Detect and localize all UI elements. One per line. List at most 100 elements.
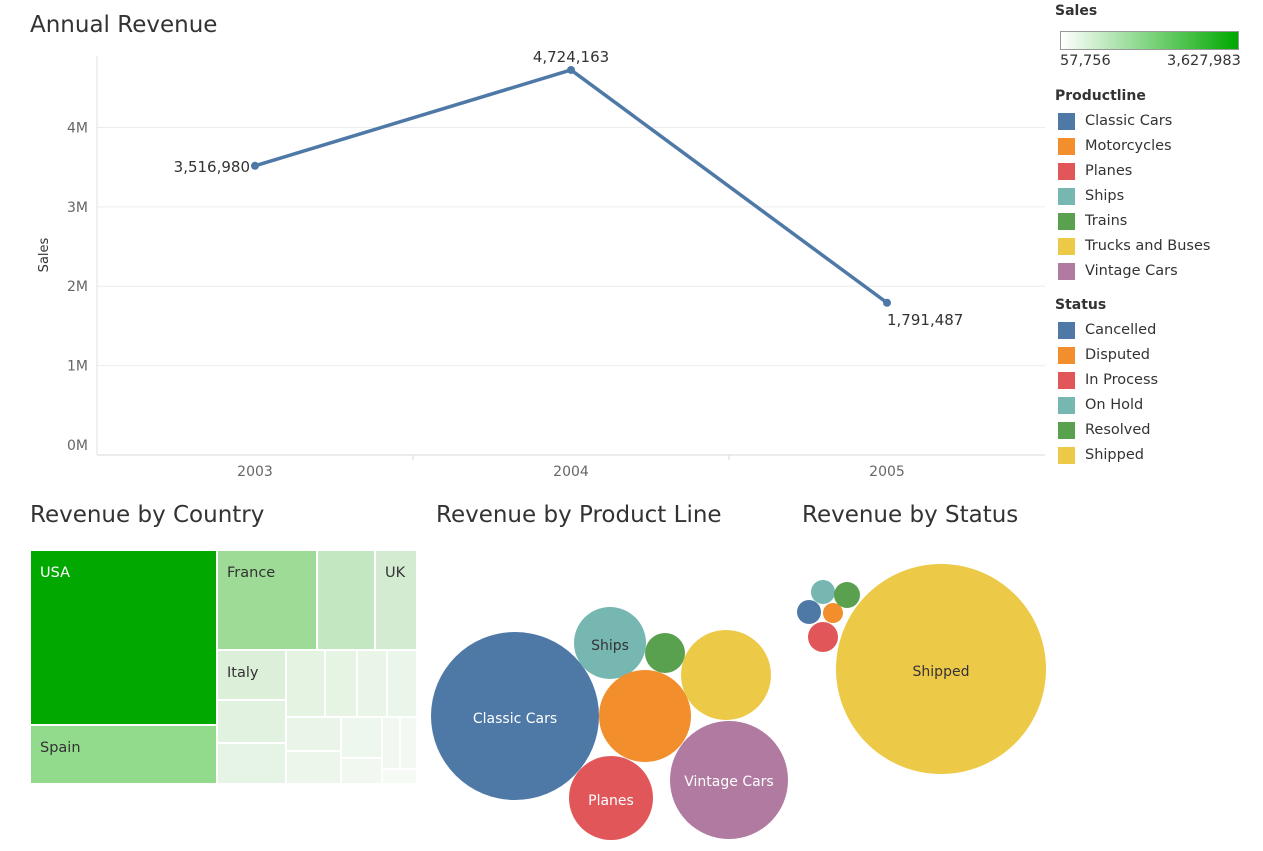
data-label: 4,724,163 (533, 48, 609, 66)
treemap-cell-spain[interactable]: Spain (30, 725, 217, 784)
legend-swatch (1058, 237, 1075, 255)
legend-item[interactable]: Motorcycles (1058, 137, 1172, 155)
bubble-label-ships: Ships (591, 638, 629, 654)
bubble-label-shipped: Shipped (913, 664, 970, 680)
sales-legend-title: Sales (1055, 3, 1098, 19)
treemap-cell[interactable] (382, 769, 417, 784)
legend-label: Cancelled (1085, 322, 1157, 338)
treemap-cell[interactable] (357, 650, 387, 717)
treemap-label-italy: Italy (227, 665, 259, 681)
treemap-label-uk: UK (385, 565, 406, 581)
legend-item[interactable]: Cancelled (1058, 321, 1156, 339)
bubble-in-process[interactable] (808, 622, 838, 652)
legend-swatch (1058, 162, 1075, 180)
legend-label: In Process (1085, 372, 1159, 388)
legend-label: Classic Cars (1085, 113, 1173, 129)
bubble-label-classic-cars: Classic Cars (473, 711, 557, 727)
bubble-ships[interactable] (574, 607, 646, 679)
treemap-cell[interactable] (217, 700, 286, 743)
treemap-cell[interactable] (286, 717, 341, 751)
legend-item[interactable]: Planes (1058, 162, 1132, 180)
legend-label: Shipped (1085, 447, 1144, 463)
y-tick-label: 2M (67, 279, 88, 295)
legend-item[interactable]: Shipped (1058, 446, 1144, 464)
productline-legend-title: Productline (1055, 88, 1146, 104)
revenue-by-status-title: Revenue by Status (802, 502, 1019, 528)
y-tick-label: 4M (67, 120, 88, 136)
legend-swatch (1058, 396, 1075, 414)
legend-item[interactable]: Ships (1058, 187, 1124, 205)
legend-label: Trains (1085, 213, 1128, 229)
data-point[interactable] (251, 161, 259, 170)
sales-color-gradient (1060, 31, 1239, 50)
legend-swatch (1058, 112, 1075, 130)
legend-swatch (1058, 187, 1075, 205)
annual-revenue-line-chart: Sales 0M 1M 2M 3M 4M 2003 2004 2005 3,516,980 4… (37, 48, 1045, 480)
legend-item[interactable]: Trucks and Buses (1058, 237, 1210, 255)
treemap-cell[interactable] (382, 717, 400, 769)
data-point[interactable] (567, 65, 575, 74)
legend-label: On Hold (1085, 397, 1144, 413)
bubble-classic-cars[interactable] (431, 632, 599, 800)
treemap-cell-uk[interactable]: UK (375, 550, 417, 650)
y-axis-label: Sales (37, 237, 52, 272)
bubble-vintage-cars[interactable] (670, 721, 788, 839)
legend-label: Resolved (1085, 422, 1151, 438)
legend-label: Motorcycles (1085, 138, 1172, 154)
legend-swatch (1058, 421, 1075, 439)
revenue-by-product-line-title: Revenue by Product Line (436, 502, 722, 528)
treemap-cell[interactable] (400, 717, 417, 769)
bubble-cancelled[interactable] (797, 600, 821, 624)
legend-item[interactable]: Resolved (1058, 421, 1151, 439)
treemap-cell[interactable] (341, 717, 382, 758)
legend-label: Vintage Cars (1085, 263, 1178, 279)
annual-revenue-series-line (254, 68, 889, 305)
treemap-cell-italy[interactable]: Italy (217, 650, 286, 700)
legend-swatch (1058, 137, 1075, 155)
treemap-cell[interactable] (217, 743, 286, 784)
treemap-label-spain: Spain (40, 740, 81, 756)
legend-swatch (1058, 321, 1075, 339)
revenue-by-product-line-bubble-chart: Classic Cars Ships Planes Vintage Cars (431, 607, 788, 840)
bubble-on-hold[interactable] (811, 580, 835, 604)
treemap-cell[interactable] (286, 751, 341, 784)
y-tick-label: 3M (67, 200, 88, 216)
legend-label: Ships (1085, 188, 1125, 204)
data-label: 3,516,980 (174, 158, 250, 176)
x-tick-label: 2003 (237, 464, 273, 480)
treemap-cell-france[interactable]: France (217, 550, 317, 650)
legend-item[interactable]: Vintage Cars (1058, 262, 1178, 280)
treemap-cell[interactable] (325, 650, 357, 717)
bubble-disputed[interactable] (823, 603, 843, 623)
y-tick-label: 1M (67, 359, 88, 375)
legend-swatch (1058, 212, 1075, 230)
treemap-cell[interactable] (317, 550, 375, 650)
legend-swatch (1058, 346, 1075, 364)
legend-label: Disputed (1085, 347, 1150, 363)
x-tick-label: 2004 (553, 464, 589, 480)
legend-swatch (1058, 371, 1075, 389)
treemap-cell-usa[interactable]: USA (30, 550, 217, 725)
bubble-planes[interactable] (569, 756, 653, 840)
y-tick-label: 0M (67, 438, 88, 454)
bubble-motorcycles[interactable] (599, 670, 691, 762)
legend-label: Trucks and Buses (1085, 238, 1211, 254)
data-point[interactable] (883, 298, 891, 307)
revenue-by-country-treemap: USA Spain France UK Italy (30, 550, 417, 784)
bubble-trucks-and-buses[interactable] (681, 630, 771, 720)
legend-item[interactable]: In Process (1058, 371, 1158, 389)
bubble-trains[interactable] (645, 633, 685, 673)
data-label: 1,791,487 (887, 311, 963, 329)
bubble-shipped[interactable] (836, 564, 1046, 774)
legend-item[interactable]: Disputed (1058, 346, 1150, 364)
treemap-cell[interactable] (286, 650, 325, 717)
legend-item[interactable]: Trains (1058, 212, 1127, 230)
legend-item[interactable]: Classic Cars (1058, 112, 1172, 130)
bubble-resolved[interactable] (834, 582, 860, 608)
treemap-label-usa: USA (40, 565, 71, 581)
legend-item[interactable]: On Hold (1058, 396, 1143, 414)
treemap-cell[interactable] (387, 650, 417, 717)
annual-revenue-title: Annual Revenue (30, 12, 218, 38)
treemap-cell[interactable] (341, 758, 382, 784)
legend-label: Planes (1085, 163, 1133, 179)
